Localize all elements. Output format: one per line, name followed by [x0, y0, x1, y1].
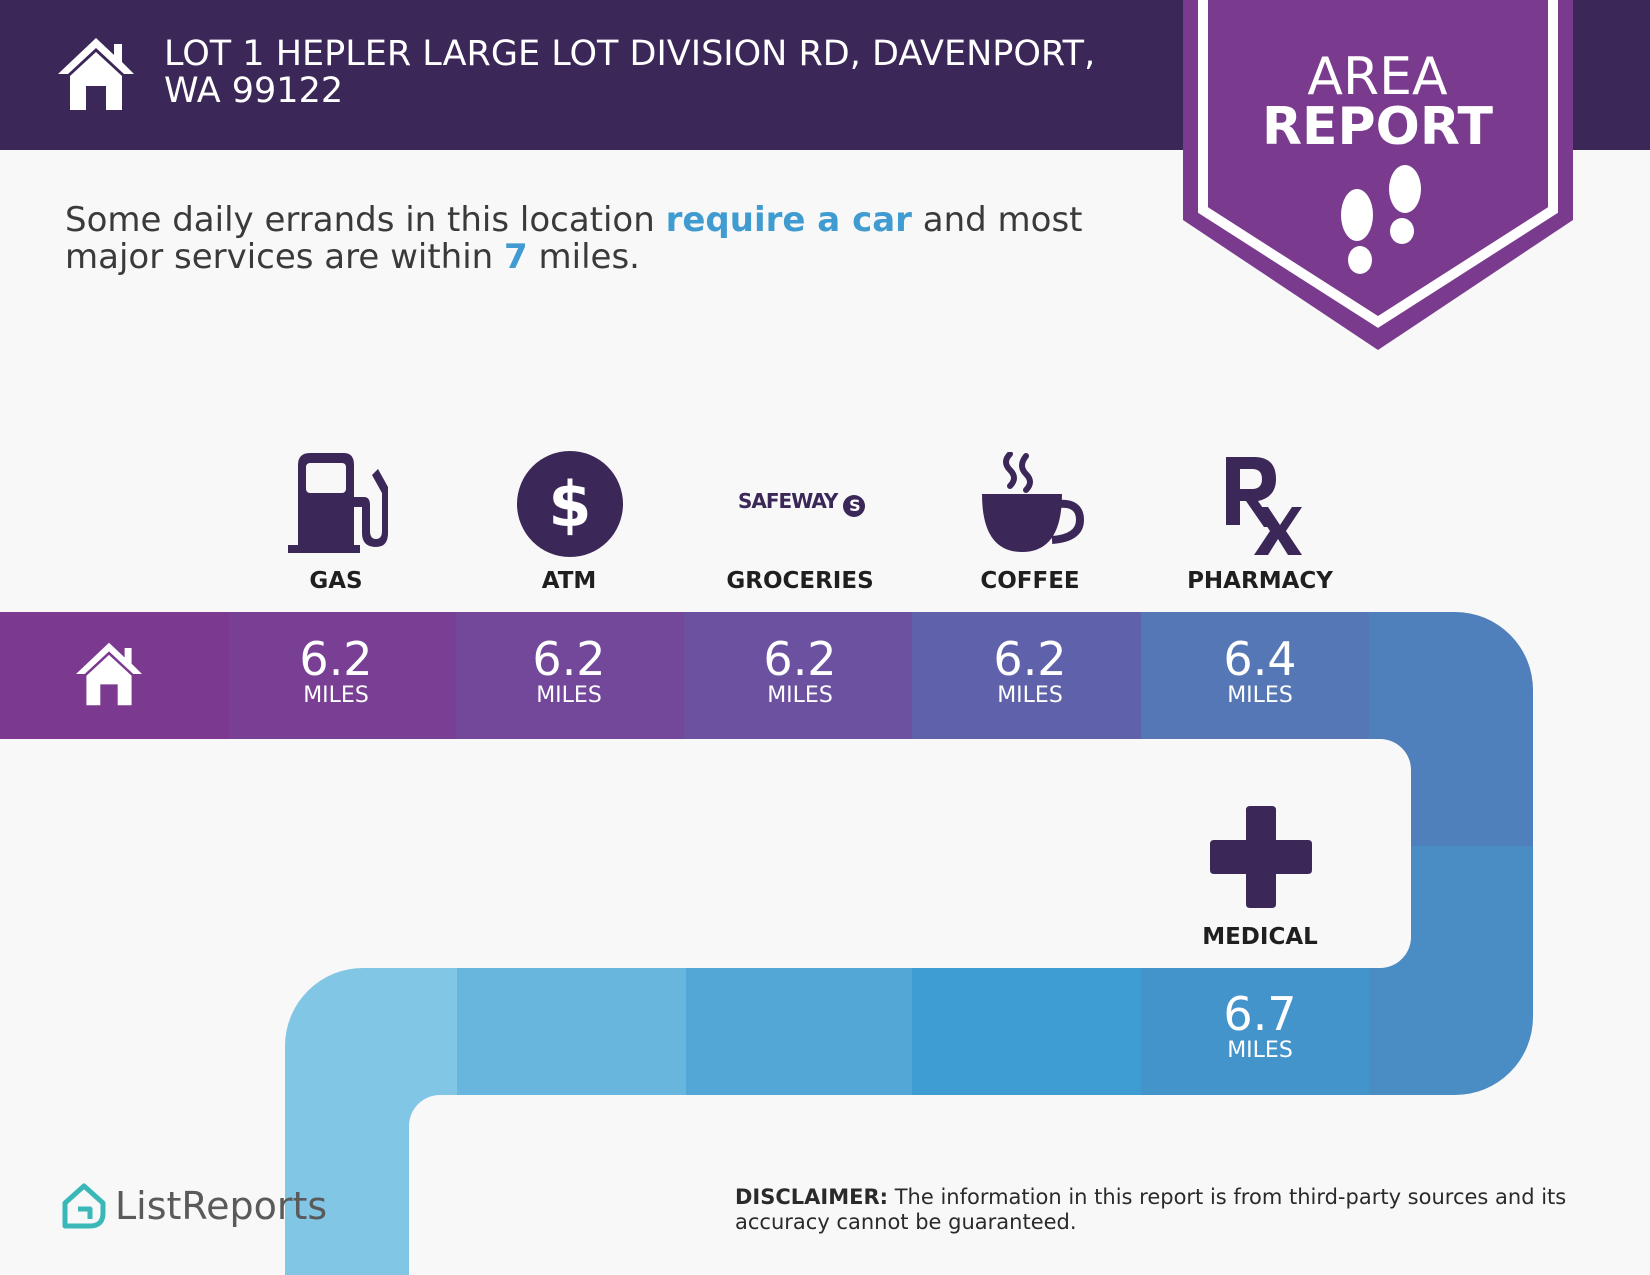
summary-text: Some daily errands in this location requ…	[65, 202, 1175, 276]
distance-unit: MILES	[536, 683, 602, 708]
distance-groceries: 6.2 MILES	[686, 635, 914, 709]
summary-part-1: Some daily errands in this location	[65, 200, 666, 240]
road-segment-5	[912, 968, 1141, 1095]
road-segment-atm	[456, 612, 684, 739]
safeway-logo: SAFEWAY S	[738, 489, 866, 517]
svg-text:$: $	[548, 468, 591, 541]
distance-unit: MILES	[997, 683, 1063, 708]
disclaimer-text: The information in this report is from t…	[735, 1185, 1567, 1234]
safeway-logo-text: SAFEWAY	[738, 489, 838, 513]
summary-part-3: miles.	[527, 237, 640, 277]
road-segment-7	[457, 968, 686, 1095]
distance-pharmacy: 6.4 MILES	[1146, 635, 1374, 709]
area-report-banner	[1183, 0, 1573, 350]
distance-unit: MILES	[767, 683, 833, 708]
amenity-label-atm: ATM	[541, 568, 597, 594]
banner-line-2: REPORT	[1261, 97, 1494, 157]
summary-highlight-car: require a car	[665, 200, 912, 240]
gas-pump-icon	[288, 453, 388, 553]
dollar-icon: $	[517, 451, 623, 557]
disclaimer-label: DISCLAIMER:	[735, 1185, 889, 1209]
distance-atm: 6.2 MILES	[455, 635, 683, 709]
road-home-icon	[76, 642, 142, 706]
road-curve-left	[285, 968, 457, 1275]
safeway-s-icon: S	[843, 495, 866, 517]
distance-gas: 6.2 MILES	[222, 635, 450, 709]
amenity-label-groceries: GROCERIES	[726, 568, 874, 594]
amenity-label-gas: GAS	[309, 568, 363, 594]
distance-value: 6.4	[1223, 632, 1297, 686]
distance-value: 6.2	[532, 632, 606, 686]
banner-line-1: AREA	[1307, 47, 1448, 107]
listreports-logo-icon	[62, 1183, 106, 1229]
distance-coffee: 6.2 MILES	[916, 635, 1144, 709]
amenity-label-medical: MEDICAL	[1202, 924, 1318, 950]
listreports-brand: ListReports	[115, 1184, 328, 1228]
home-icon	[58, 38, 134, 110]
distance-value: 6.2	[763, 632, 837, 686]
disclaimer: DISCLAIMER: The information in this repo…	[735, 1185, 1615, 1235]
area-report-title: AREA REPORT	[1185, 51, 1570, 153]
distance-medical: 6.7 MILES	[1146, 990, 1374, 1064]
summary-highlight-miles: 7	[504, 237, 528, 277]
distance-value: 6.2	[299, 632, 373, 686]
coffee-cup-icon	[982, 452, 1084, 552]
distance-value: 6.2	[993, 632, 1067, 686]
road-segment-coffee	[912, 612, 1141, 739]
summary-part-2: and most major services are within	[65, 200, 1083, 277]
distance-unit: MILES	[1227, 1038, 1293, 1063]
footprints-icon	[1341, 165, 1421, 274]
road-segment-pharmacy	[1141, 612, 1369, 739]
road-segment-6	[686, 968, 912, 1095]
road-segment-gas	[229, 612, 456, 739]
road-curve-right-bottom	[1369, 846, 1533, 1095]
distance-unit: MILES	[303, 683, 369, 708]
amenity-label-pharmacy: PHARMACY	[1187, 568, 1333, 594]
distance-value: 6.7	[1223, 987, 1297, 1041]
amenity-label-coffee: COFFEE	[980, 568, 1080, 594]
property-address: LOT 1 HEPLER LARGE LOT DIVISION RD, DAVE…	[164, 34, 1096, 111]
distance-unit: MILES	[1227, 683, 1293, 708]
medical-cross-icon	[1210, 806, 1312, 908]
road-segment-groceries	[684, 612, 912, 739]
rx-icon	[1226, 457, 1302, 555]
road-curve-right-top	[1369, 612, 1533, 846]
road-segment-medical	[1141, 968, 1369, 1095]
